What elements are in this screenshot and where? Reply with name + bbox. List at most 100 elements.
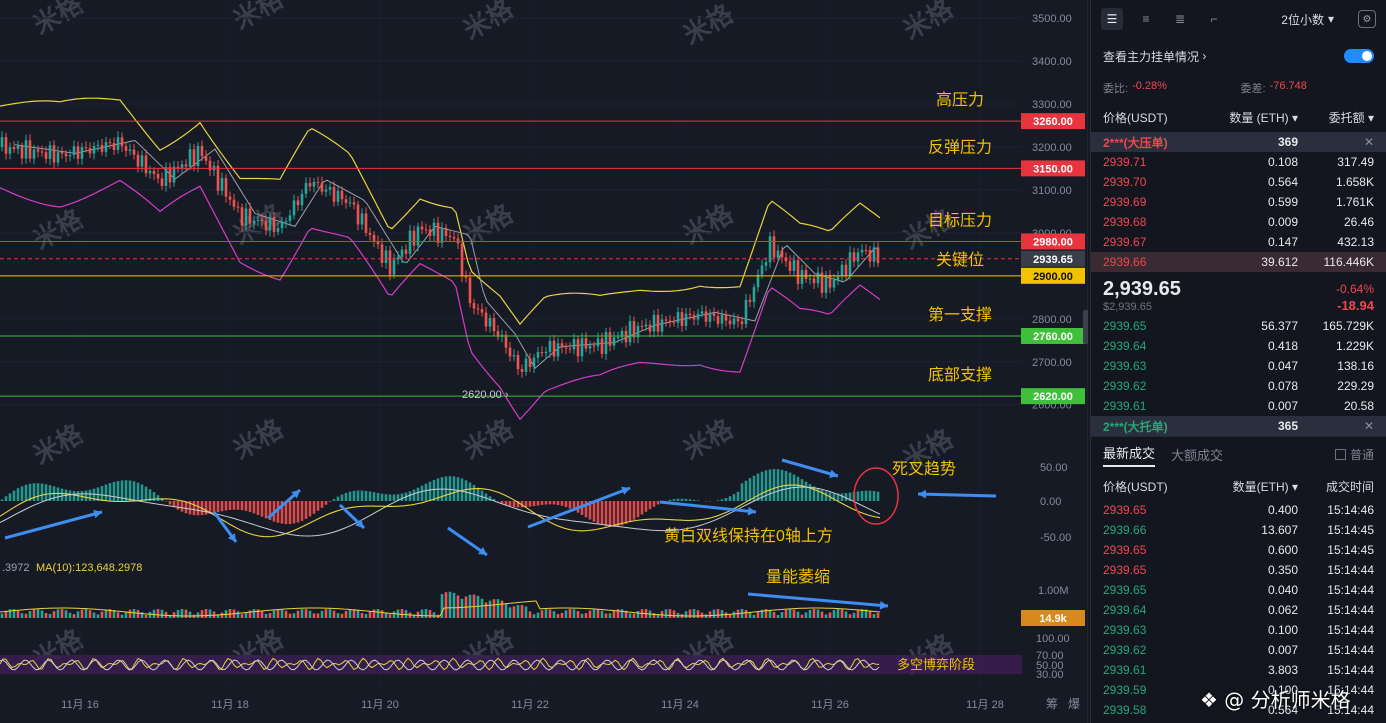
candle-body	[172, 166, 176, 183]
level-tag	[1021, 250, 1085, 267]
macd-bar	[668, 499, 672, 501]
trade-row-time: 15:14:44	[1327, 663, 1374, 677]
bid-row[interactable]: 2939.65 56.377 165.729K	[1091, 316, 1386, 336]
both-sides-icon[interactable]: ☰	[1101, 8, 1123, 30]
candle-body	[380, 244, 384, 263]
macd-bar	[840, 493, 844, 501]
candle-body	[356, 204, 360, 225]
macd-bar	[108, 483, 112, 501]
tab-large-trades[interactable]: 大额成交	[1171, 448, 1224, 463]
chart-canvas[interactable]: 米格米格米格米格米格米格米格米格米格米格米格米格米格米格米格米格米格米格米格米格…	[0, 0, 1088, 723]
level-tag-text: 2939.65	[1033, 254, 1073, 266]
volume-bar	[664, 609, 668, 618]
close-icon[interactable]: ✕	[1363, 135, 1374, 149]
kline-chart[interactable]: 米格米格米格米格米格米格米格米格米格米格米格米格米格米格米格米格米格米格米格米格…	[0, 0, 1088, 723]
expand-icon[interactable]: ⌐	[1210, 12, 1218, 26]
volume-bar	[160, 609, 164, 618]
volume-bar	[780, 612, 784, 618]
ask-row[interactable]: 2939.69 0.599 1.761K	[1091, 192, 1386, 212]
trade-row[interactable]: 2939.65 0.350 15:14:44	[1091, 560, 1386, 580]
volume-bar	[500, 600, 504, 618]
level-tag	[1021, 160, 1085, 177]
trade-qty-header[interactable]: 数量(ETH) ▾	[1232, 479, 1298, 494]
bid-row[interactable]: 2939.64 0.418 1.229K	[1091, 336, 1386, 356]
trade-row[interactable]: 2939.65 0.040 15:14:44	[1091, 580, 1386, 600]
trade-row[interactable]: 2939.65 0.600 15:14:45	[1091, 540, 1386, 560]
vol-ma-left: .3972	[2, 562, 30, 574]
trade-row[interactable]: 2939.62 0.007 15:14:44	[1091, 640, 1386, 660]
ask-row[interactable]: 2939.66 39.612 116.446K	[1091, 252, 1386, 272]
bid-row[interactable]: 2939.62 0.078 229.29	[1091, 376, 1386, 396]
bid-row[interactable]: 2939.63 0.047 138.16	[1091, 356, 1386, 376]
candle-body	[288, 215, 292, 222]
level-tag	[1021, 388, 1085, 405]
volume-bar	[180, 609, 184, 618]
watermark-text: 米格	[898, 0, 959, 46]
macd-bar	[84, 490, 88, 501]
trade-row[interactable]: 2939.65 0.400 15:14:46	[1091, 500, 1386, 520]
volume-bar	[372, 609, 376, 618]
volume-bar	[452, 592, 456, 618]
close-icon[interactable]: ✕	[1363, 419, 1374, 433]
volume-bar	[792, 609, 796, 618]
trade-row[interactable]: 2939.59 0.100 15:14:44	[1091, 680, 1386, 700]
macd-bar	[184, 501, 188, 514]
volume-bar	[104, 609, 108, 618]
macd-bar	[208, 501, 212, 514]
ob-qty-header[interactable]: 数量 (ETH) ▾	[1229, 110, 1298, 125]
decimals-select[interactable]: 2位小数 ▾	[1281, 11, 1334, 28]
trade-row[interactable]: 2939.61 3.803 15:14:44	[1091, 660, 1386, 680]
level-label: 目标压力	[928, 211, 992, 229]
trade-row-time: 15:14:44	[1327, 683, 1374, 697]
macd-bar	[244, 501, 248, 511]
candle-body	[848, 252, 852, 276]
volume-bar	[444, 592, 448, 618]
volume-bar	[684, 611, 688, 618]
level-tag-text: 2980.00	[1033, 236, 1073, 248]
normal-checkbox[interactable]: 普通	[1334, 446, 1374, 463]
candle-body	[124, 146, 128, 151]
settings-icon[interactable]: ⚙	[1358, 10, 1376, 28]
trade-row[interactable]: 2939.64 0.062 15:14:44	[1091, 600, 1386, 620]
trade-row[interactable]: 2939.58 0.564 15:14:44	[1091, 700, 1386, 720]
ob-total-header[interactable]: 委托额 ▾	[1328, 110, 1374, 125]
price-tick: 3200.00	[1032, 142, 1072, 154]
arrow-head	[918, 489, 927, 499]
volume-bar	[548, 609, 552, 618]
candle-body	[620, 331, 624, 338]
main-order-row[interactable]: 查看主力挂单情况 ›	[1091, 38, 1386, 74]
volume-bar	[496, 599, 500, 618]
ask-row[interactable]: 2939.68 0.009 26.46	[1091, 212, 1386, 232]
candle-body	[576, 339, 580, 357]
ask-row[interactable]: 2939.71 0.108 317.49	[1091, 152, 1386, 172]
volume-bar	[148, 611, 152, 618]
candle-body	[760, 265, 764, 275]
volume-bar	[236, 611, 240, 618]
trade-row[interactable]: 2939.66 13.607 15:14:45	[1091, 520, 1386, 540]
trade-row[interactable]: 2939.63 0.100 15:14:44	[1091, 620, 1386, 640]
candle-body	[792, 260, 796, 271]
bid-row-price: 2939.65	[1103, 319, 1147, 333]
trade-row-time: 15:14:44	[1327, 583, 1374, 597]
candle-body	[168, 167, 172, 183]
bid-row[interactable]: 2939.61 0.007 20.58	[1091, 396, 1386, 416]
volume-bar	[92, 612, 96, 618]
tab-latest-trades[interactable]: 最新成交	[1103, 443, 1156, 467]
ask-row[interactable]: 2939.70 0.564 1.658K	[1091, 172, 1386, 192]
arrow-head	[291, 490, 300, 499]
candle-body	[484, 312, 488, 327]
ask-row[interactable]: 2939.67 0.147 432.13	[1091, 232, 1386, 252]
level-tag	[1021, 327, 1085, 344]
vol-axis-top: 1.00M	[1038, 585, 1069, 597]
trade-row-qty: 0.062	[1267, 603, 1298, 617]
volume-bar	[156, 609, 160, 618]
volume-bar	[80, 609, 84, 618]
bids-only-icon[interactable]: ≡	[1142, 12, 1150, 26]
macd-bar	[832, 493, 836, 501]
macd-bar	[160, 498, 164, 501]
macd-bar	[804, 481, 808, 501]
candle-body	[344, 199, 348, 203]
main-order-toggle[interactable]	[1344, 49, 1374, 63]
asks-only-icon[interactable]: ≣	[1174, 12, 1186, 26]
bid-row-price: 2939.61	[1103, 399, 1147, 413]
